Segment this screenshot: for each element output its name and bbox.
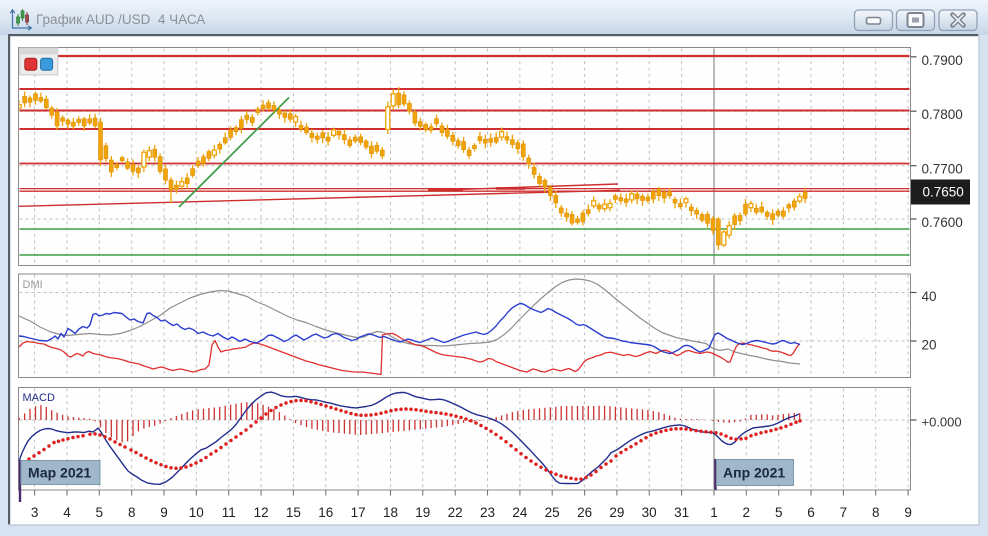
svg-text:DMI: DMI (23, 279, 43, 291)
svg-text:7: 7 (840, 505, 848, 520)
svg-text:0.7800: 0.7800 (922, 107, 963, 122)
svg-text:8: 8 (872, 505, 880, 520)
svg-text:11: 11 (222, 505, 236, 520)
svg-text:25: 25 (545, 505, 560, 520)
svg-text:9: 9 (904, 505, 912, 520)
svg-text:19: 19 (415, 505, 430, 520)
svg-text:4: 4 (63, 505, 71, 520)
svg-text:6: 6 (807, 505, 815, 520)
svg-text:10: 10 (189, 505, 204, 520)
svg-text:15: 15 (286, 505, 301, 520)
svg-text:17: 17 (351, 505, 366, 520)
svg-text:31: 31 (674, 505, 689, 520)
svg-text:График AUD /USD 4 ЧАСА: График AUD /USD 4 ЧАСА (36, 12, 205, 27)
svg-text:5: 5 (96, 505, 104, 520)
svg-text:MACD: MACD (23, 392, 55, 404)
svg-text:8: 8 (128, 505, 136, 520)
svg-text:Мар 2021: Мар 2021 (28, 465, 91, 481)
svg-text:2: 2 (743, 505, 751, 520)
svg-text:29: 29 (609, 505, 624, 520)
svg-text:0.7700: 0.7700 (922, 162, 963, 177)
svg-text:20: 20 (922, 338, 937, 353)
svg-text:5: 5 (775, 505, 783, 520)
svg-text:30: 30 (642, 505, 657, 520)
svg-text:40: 40 (922, 289, 937, 304)
svg-text:22: 22 (448, 505, 463, 520)
svg-text:1: 1 (710, 505, 718, 520)
svg-text:18: 18 (383, 505, 398, 520)
svg-text:0.7600: 0.7600 (922, 215, 963, 230)
svg-text:23: 23 (480, 505, 495, 520)
svg-text:26: 26 (577, 505, 592, 520)
svg-text:0.7650: 0.7650 (923, 185, 964, 200)
svg-text:16: 16 (318, 505, 333, 520)
svg-text:24: 24 (512, 505, 528, 520)
svg-text:9: 9 (160, 505, 168, 520)
svg-text:3: 3 (31, 505, 39, 520)
svg-text:Апр 2021: Апр 2021 (723, 465, 785, 481)
svg-text:+0.000: +0.000 (922, 415, 962, 430)
svg-text:12: 12 (254, 505, 269, 520)
svg-text:0.7900: 0.7900 (922, 53, 963, 68)
